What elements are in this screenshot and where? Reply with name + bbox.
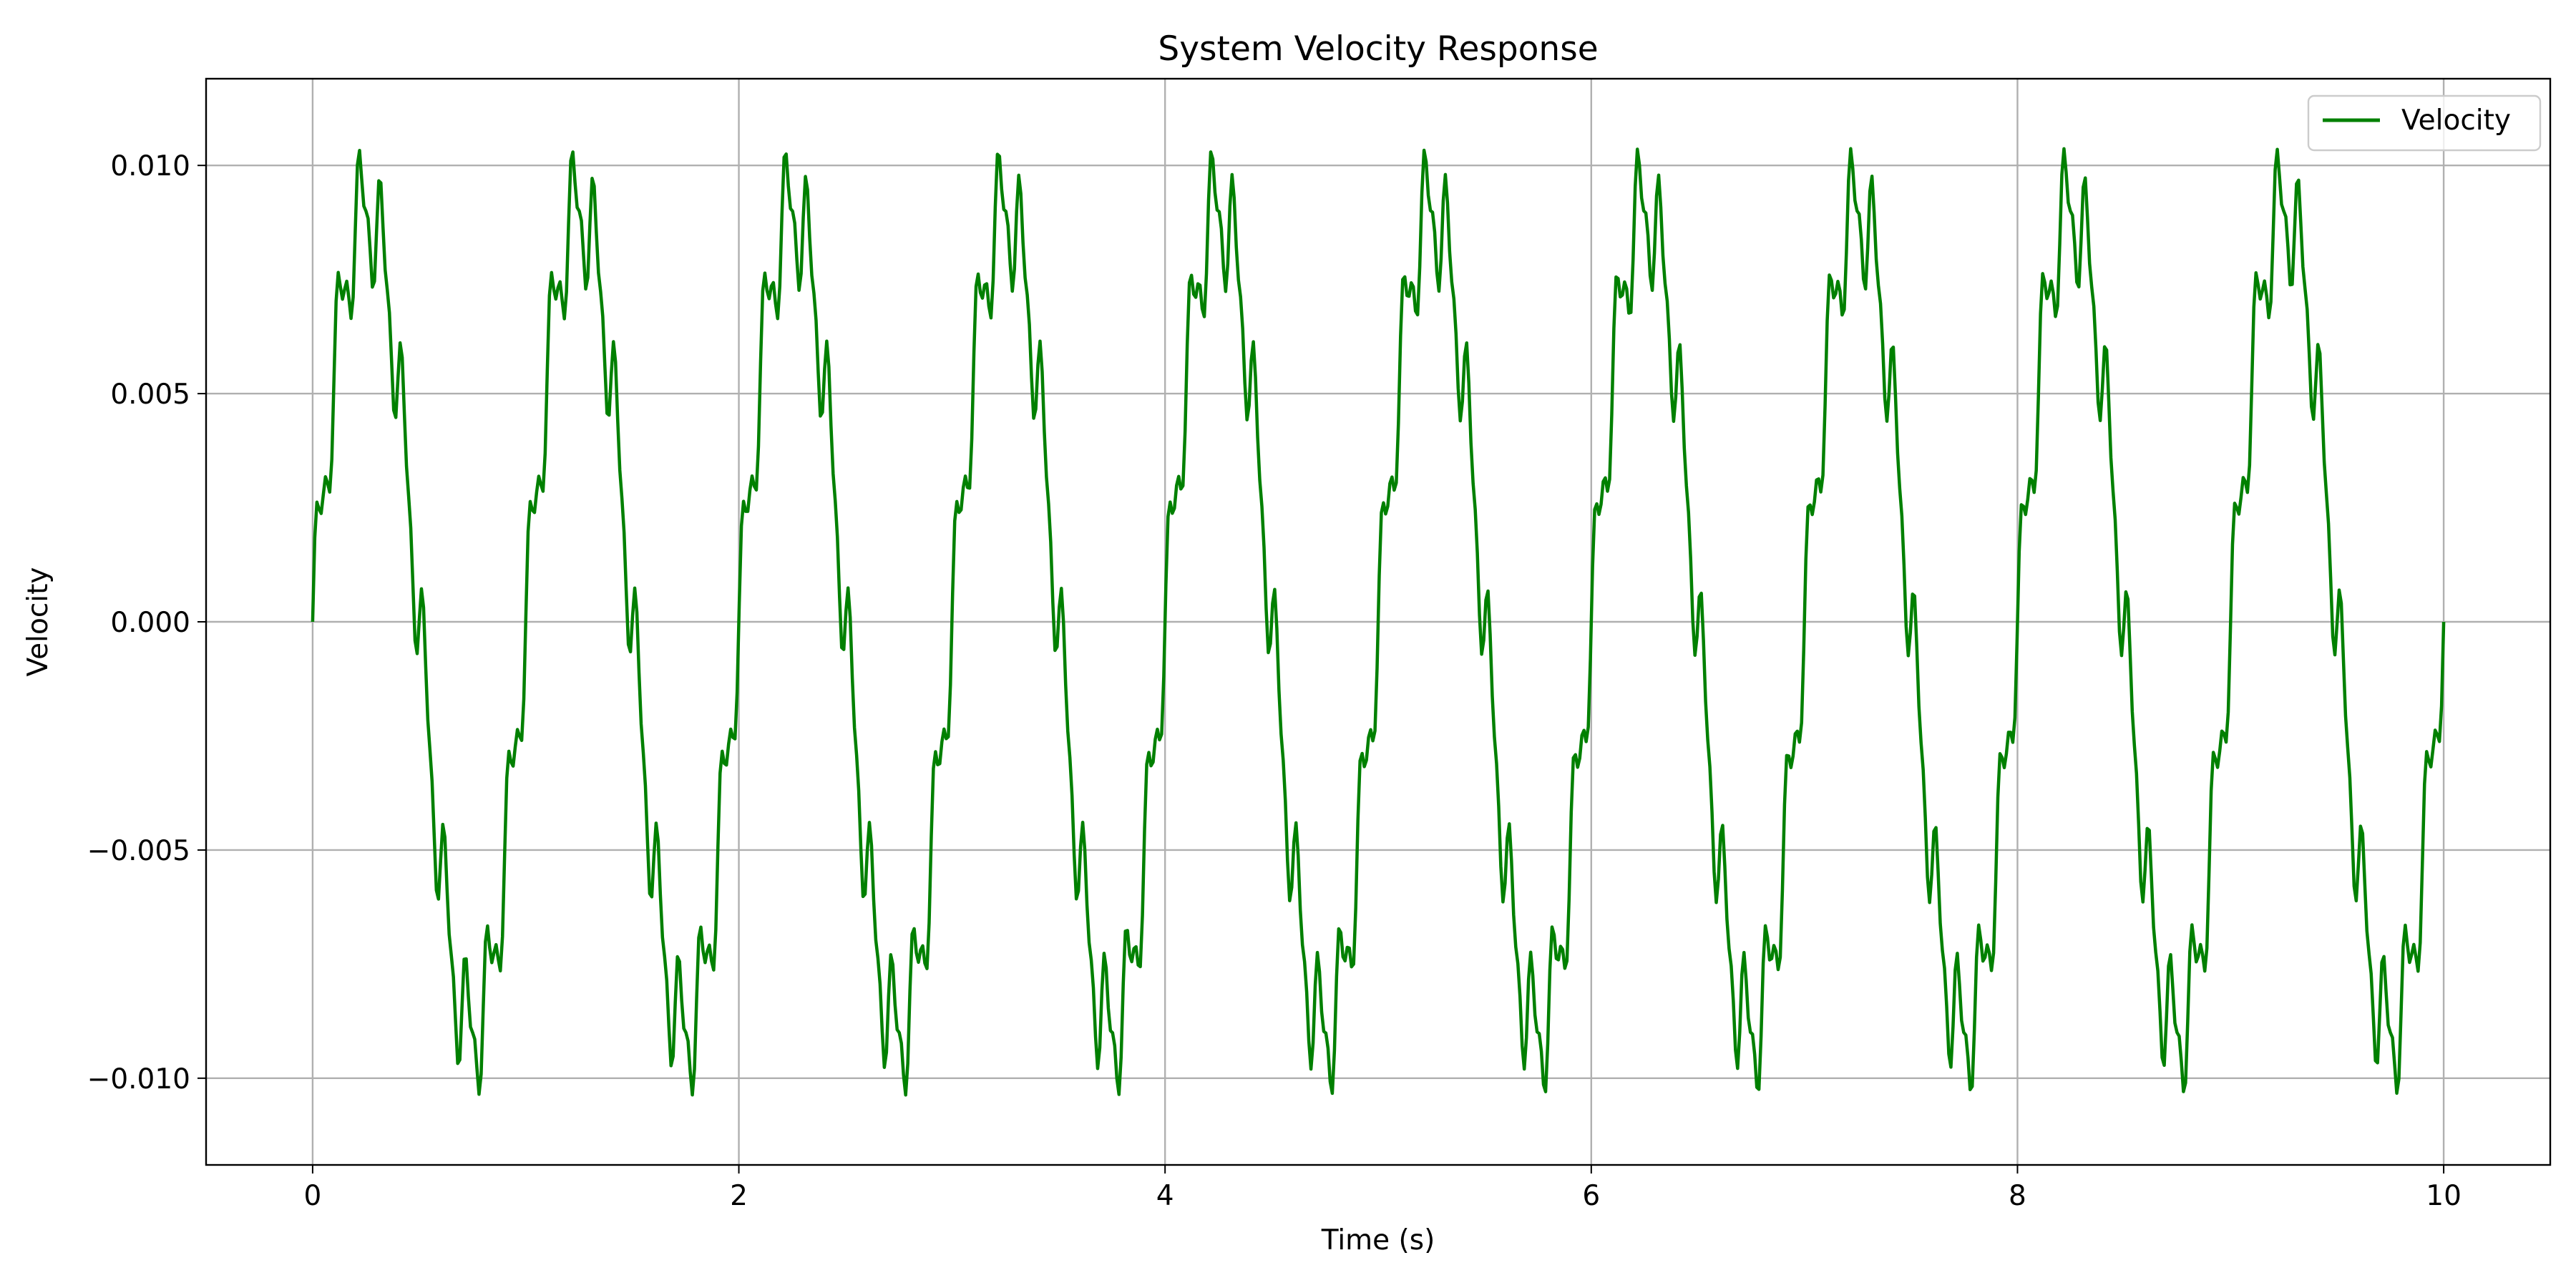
x-tick-label: 10: [2426, 1180, 2462, 1212]
y-tick-label: 0.000: [110, 607, 190, 639]
x-tick-label: 0: [303, 1180, 321, 1212]
y-tick-label: 0.005: [110, 379, 190, 411]
legend: Velocity: [2307, 94, 2542, 152]
x-tick-label: 8: [2009, 1180, 2026, 1212]
x-axis-ticks: 0 2 4 6 8 10: [303, 1165, 2462, 1212]
legend-box: [2307, 94, 2542, 152]
x-axis-label: Time (s): [1321, 1224, 1435, 1257]
legend-label-velocity: Velocity: [2401, 104, 2511, 137]
y-axis-label: Velocity: [22, 567, 54, 677]
y-tick-label: 0.010: [110, 150, 190, 182]
x-tick-label: 6: [1582, 1180, 1600, 1212]
series-layer: [311, 147, 2446, 1097]
chart-title: System Velocity Response: [1158, 29, 1598, 69]
y-tick-label: −0.010: [87, 1063, 190, 1096]
x-tick-label: 2: [730, 1180, 748, 1212]
series-line-velocity: [311, 147, 2446, 1097]
y-axis-ticks: −0.010 −0.005 0.000 0.005 0.010: [87, 150, 206, 1096]
x-tick-label: 4: [1156, 1180, 1174, 1212]
y-tick-label: −0.005: [87, 835, 190, 867]
